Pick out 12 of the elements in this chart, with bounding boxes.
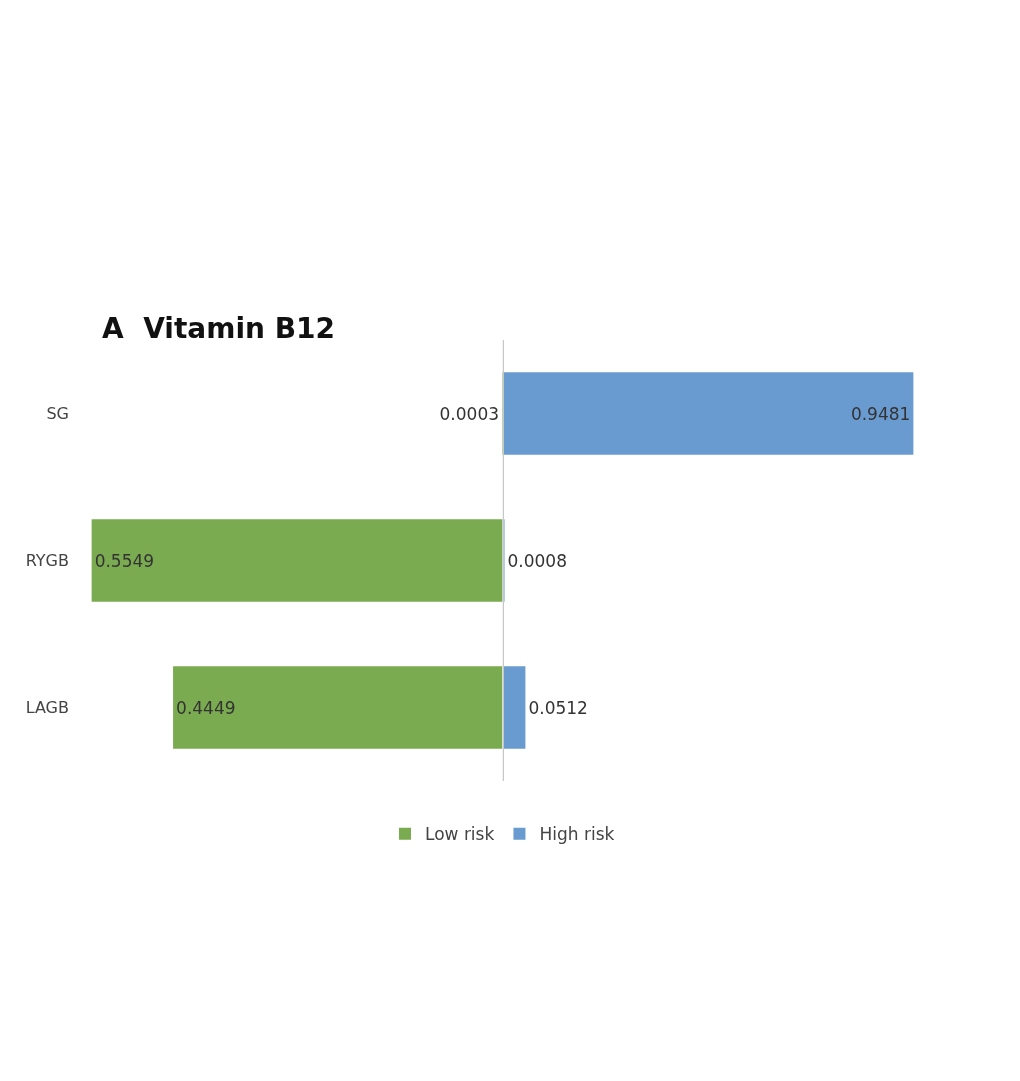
data-label: 0.4449 xyxy=(176,697,236,718)
data-label: 0.0512 xyxy=(528,697,588,718)
y-tick-label: SG xyxy=(46,404,69,424)
chart-title: A Vitamin B12 xyxy=(102,312,335,346)
y-tick-label: RYGB xyxy=(25,551,69,571)
data-label: 0.5549 xyxy=(94,550,155,571)
y-tick-label: LAGB xyxy=(25,698,69,718)
legend-label: High risk xyxy=(539,824,615,845)
legend-label: Low risk xyxy=(425,824,495,845)
data-label: 0.0003 xyxy=(439,403,499,424)
data-label: 0.9481 xyxy=(850,403,911,424)
data-label: 0.0008 xyxy=(507,550,567,571)
